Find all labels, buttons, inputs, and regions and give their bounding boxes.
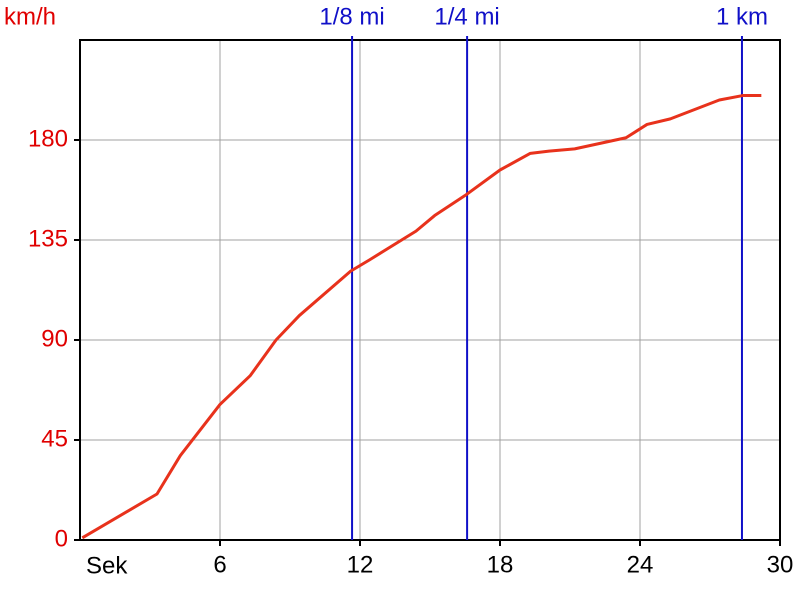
marker-label: 1/4 mi [434,3,499,30]
y-axis-label: km/h [4,3,56,30]
y-tick-label: 0 [55,525,68,552]
y-tick-label: 180 [28,125,68,152]
marker-label: 1/8 mi [319,3,384,30]
marker-label: 1 km [716,3,768,30]
x-tick-label: 18 [487,551,514,578]
x-tick-label: 6 [213,551,226,578]
y-tick-label: 90 [41,325,68,352]
speed-line [81,94,762,540]
plot-frame [79,39,781,541]
y-tick-label: 135 [28,225,68,252]
y-tick-label: 45 [41,425,68,452]
x-tick-label: 24 [627,551,654,578]
x-tick-label: 30 [767,551,794,578]
x-axis-label: Sek [86,552,128,579]
x-tick-label: 12 [347,551,374,578]
